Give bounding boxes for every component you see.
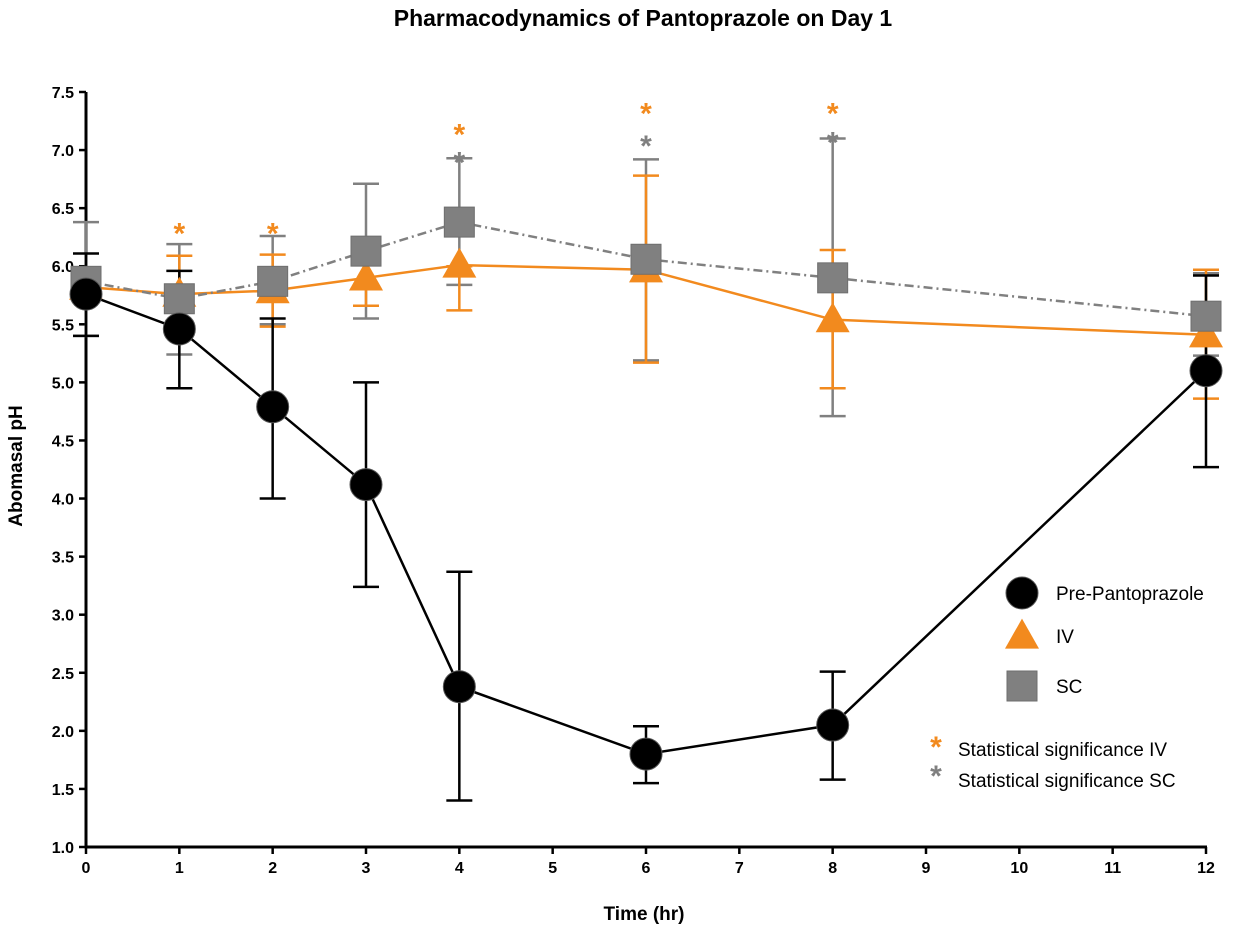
significance-star: * [827,98,839,131]
y-tick-label: 5.0 [52,375,74,392]
legend-label: Pre-Pantoprazole [1056,584,1204,605]
y-axis-title: Abomasal pH [6,405,27,526]
annotation-layer: * ******* [173,98,838,251]
significance-legend-label: Statistical significance SC [958,771,1176,792]
y-tick-label: 5.5 [52,317,74,334]
x-tick-label: 7 [735,860,744,877]
legend-label: IV [1056,627,1074,648]
data-point-iv [815,302,850,333]
significance-star: * [267,217,279,250]
y-tick-label: 7.5 [52,85,74,102]
x-tick-label: 10 [1010,860,1028,877]
x-tick-label: 5 [548,860,557,877]
significance-legend-label: Statistical significance IV [958,740,1167,761]
data-point-pre-pantoprazole [816,708,850,742]
data-point-sc [630,243,662,275]
x-tick-label: 6 [642,860,651,877]
x-tick-label: 4 [455,860,464,877]
legend-marker-iv [1005,618,1039,649]
significance-star: * [640,130,652,163]
legend-label: SC [1056,677,1082,698]
series-pre-pantoprazole [69,277,1223,771]
data-point-pre-pantoprazole [1189,354,1223,388]
y-tick-label: 1.5 [52,782,74,799]
series-line-pre-pantoprazole [85,292,1207,756]
x-tick-label: 3 [362,860,371,877]
y-tick-label: 2.0 [52,724,74,741]
series-line-iv [85,263,1207,337]
data-point-iv [1189,317,1223,348]
x-tick-label: 11 [1104,860,1121,877]
y-tick-label: 6.5 [52,201,74,218]
significance-star: * [453,119,465,152]
series-layer [69,137,1223,802]
data-point-sc [1190,300,1222,332]
y-tick-label: 7.0 [52,143,74,160]
x-tick-label: 12 [1197,860,1215,877]
significance-star: * [640,98,652,131]
data-point-sc [257,265,289,297]
x-tick-label: 8 [828,860,837,877]
y-tick-label: 4.0 [52,492,74,509]
legend-marker-sc [1006,670,1038,702]
data-point-pre-pantoprazole [69,277,103,311]
data-point-pre-pantoprazole [162,312,196,346]
y-tick-label: 3.0 [52,608,74,625]
x-tick-label: 1 [175,860,184,877]
x-tick-label: 0 [82,860,91,877]
legend: Pre-Pantoprazole IV SC * Statistical signifi… [930,576,1204,793]
x-axis-title: Time (hr) [604,904,685,925]
significance-star: * [453,146,465,179]
y-tick-label: 2.5 [52,666,74,683]
data-point-pre-pantoprazole [349,468,383,502]
significance-star: * [173,217,185,250]
legend-marker-pre-pantoprazole [1005,576,1039,610]
y-tick-label: 6.0 [52,259,74,276]
x-tick-label: 2 [268,860,277,877]
data-point-sc [163,283,195,315]
series-line-sc [85,220,1207,318]
data-point-sc [443,206,475,238]
data-point-pre-pantoprazole [442,670,476,704]
axes: 0 1 2 3 4 5 6 7 8 9 10 11 121.01.52.02.53.03.54.04.5… [52,85,1215,877]
y-tick-label: 1.0 [52,840,74,857]
y-tick-label: 3.5 [52,550,74,567]
significance-star: * [827,127,839,160]
data-point-pre-pantoprazole [256,390,290,424]
chart-title: Pharmacodynamics of Pantoprazole on Day … [394,5,893,31]
data-point-iv [349,260,383,291]
significance-legend-star: * [930,760,942,793]
data-point-sc [817,262,849,294]
data-point-pre-pantoprazole [629,737,663,771]
x-tick-label: 9 [922,860,931,877]
data-point-iv [442,247,477,278]
y-tick-label: 4.5 [52,433,74,450]
significance-legend-star: * [930,731,942,764]
error-bars-iv [73,174,1219,400]
data-point-sc [350,235,382,267]
